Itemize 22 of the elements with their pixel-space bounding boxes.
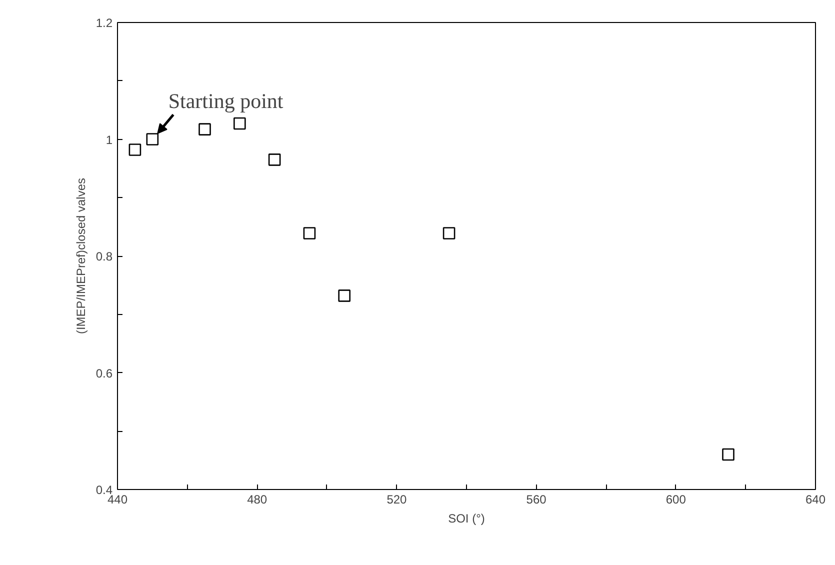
point — [128, 144, 142, 156]
y-tick-label: 1 — [106, 132, 113, 147]
x-tick-label: 640 — [805, 492, 826, 506]
x-tick-label: 520 — [386, 492, 408, 506]
point — [146, 133, 159, 146]
point — [442, 227, 456, 240]
point — [338, 290, 350, 302]
y-tick-label: 0.6 — [96, 366, 113, 380]
y-tick-label: 0.8 — [96, 250, 113, 264]
point — [303, 227, 316, 240]
y-tick-label: 1.2 — [96, 16, 113, 30]
annotation: Starting point — [168, 88, 284, 113]
x-tick-label: 600 — [666, 492, 686, 506]
point — [234, 117, 246, 130]
x-axis-title: SOI (°) — [448, 512, 485, 526]
x-tick-label: 440 — [107, 492, 128, 506]
x-tick-label: 560 — [526, 492, 547, 506]
point — [198, 123, 211, 136]
x-tick-label: 480 — [247, 492, 268, 506]
y-axis-title: (IMEP/IMEPref)closed valves — [74, 178, 88, 334]
point — [722, 448, 734, 461]
point — [268, 154, 281, 166]
